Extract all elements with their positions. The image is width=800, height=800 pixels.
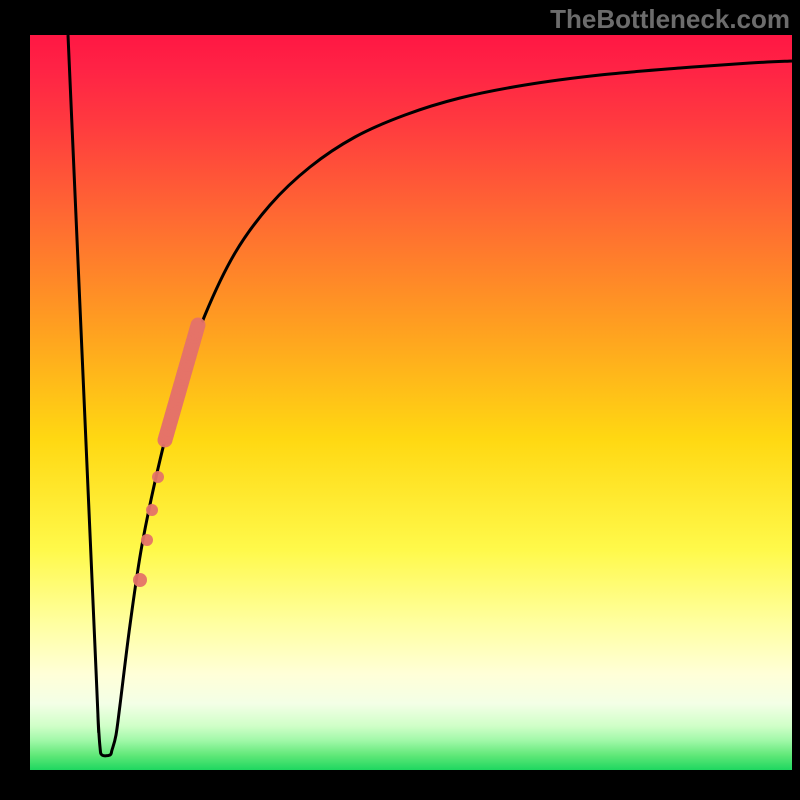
plot-area — [30, 35, 792, 770]
frame-left — [0, 0, 30, 800]
data-point — [133, 573, 147, 587]
chart-container: { "watermark": { "text": "TheBottleneck.… — [0, 0, 800, 800]
data-point — [191, 318, 206, 333]
data-point — [152, 471, 164, 483]
data-point — [141, 534, 153, 546]
data-point — [146, 504, 158, 516]
chart-svg — [30, 35, 792, 770]
watermark-text: TheBottleneck.com — [550, 4, 790, 35]
frame-bottom — [0, 770, 800, 800]
frame-right — [792, 0, 800, 800]
